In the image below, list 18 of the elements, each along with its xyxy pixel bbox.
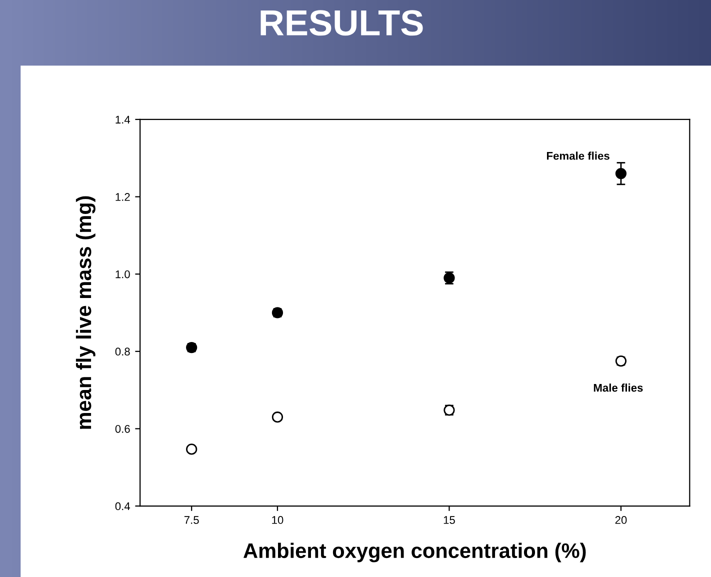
x-axis-title: Ambient oxygen concentration (%) [244,542,586,562]
point [615,168,627,180]
x-tick-label: 20 [615,516,627,524]
x-tick-label: 15 [444,516,455,524]
x-tick-label: 10 [272,516,284,524]
y-tick-label: 1.4 [116,116,130,124]
y-tick-label: 0.8 [115,348,130,356]
y-tick-label: 0.4 [115,502,130,510]
x-tick-label: 7.5 [184,516,199,524]
point [272,412,284,423]
y-tick-label: 1.2 [116,193,130,201]
chart-title: RESULTS [260,10,423,36]
series-label: Female flies [546,152,610,160]
y-tick-label: 0.6 [115,424,130,433]
point [186,444,198,455]
y-tick-label: 1.0 [116,270,130,278]
series-label: Male flies [594,384,643,392]
y-axis-title: mean fly live mass (mg) [76,196,96,429]
